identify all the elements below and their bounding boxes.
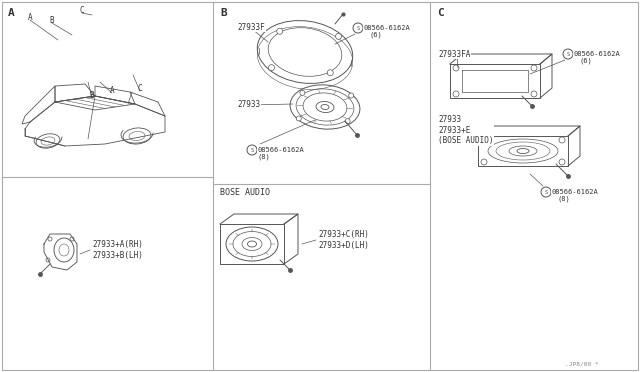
- Text: 27933
27933+E
(BOSE AUDIO): 27933 27933+E (BOSE AUDIO): [438, 115, 493, 145]
- Text: 27933: 27933: [237, 99, 260, 109]
- Text: S: S: [250, 148, 253, 153]
- Circle shape: [327, 70, 333, 76]
- Circle shape: [453, 91, 459, 97]
- Circle shape: [300, 90, 305, 95]
- Text: 08566-6162A: 08566-6162A: [258, 147, 305, 153]
- Text: B: B: [90, 90, 94, 99]
- Text: S: S: [356, 26, 360, 31]
- Text: BOSE AUDIO: BOSE AUDIO: [220, 188, 270, 197]
- Circle shape: [559, 159, 565, 165]
- Circle shape: [349, 93, 354, 98]
- Circle shape: [296, 116, 301, 121]
- Text: 27933F: 27933F: [237, 22, 265, 32]
- Text: 08566-6162A: 08566-6162A: [552, 189, 599, 195]
- Text: 27933FA: 27933FA: [438, 49, 470, 58]
- Circle shape: [276, 28, 283, 34]
- Text: A: A: [28, 13, 32, 22]
- Circle shape: [335, 33, 342, 39]
- Text: C: C: [437, 8, 444, 18]
- Text: S: S: [545, 189, 548, 195]
- Circle shape: [453, 65, 459, 71]
- Text: B: B: [220, 8, 227, 18]
- Text: (6): (6): [580, 58, 593, 64]
- Circle shape: [559, 137, 565, 143]
- Text: A: A: [109, 86, 115, 94]
- Text: 08566-6162A: 08566-6162A: [364, 25, 411, 31]
- Circle shape: [531, 91, 537, 97]
- Text: (6): (6): [370, 32, 383, 38]
- Text: (8): (8): [258, 154, 271, 160]
- Text: (8): (8): [558, 196, 571, 202]
- Circle shape: [531, 65, 537, 71]
- Text: B: B: [50, 16, 54, 25]
- Circle shape: [268, 65, 275, 71]
- Text: 08566-6162A: 08566-6162A: [574, 51, 621, 57]
- Text: S: S: [566, 51, 570, 57]
- Circle shape: [481, 137, 487, 143]
- Circle shape: [345, 119, 350, 124]
- Text: 27933+C(RH)
27933+D(LH): 27933+C(RH) 27933+D(LH): [318, 230, 369, 250]
- Text: C: C: [138, 83, 142, 93]
- Text: A: A: [8, 8, 15, 18]
- Text: .JP8/00 *: .JP8/00 *: [565, 361, 599, 366]
- Text: 27933+A(RH)
27933+B(LH): 27933+A(RH) 27933+B(LH): [92, 240, 143, 260]
- Text: C: C: [80, 6, 84, 15]
- Circle shape: [481, 159, 487, 165]
